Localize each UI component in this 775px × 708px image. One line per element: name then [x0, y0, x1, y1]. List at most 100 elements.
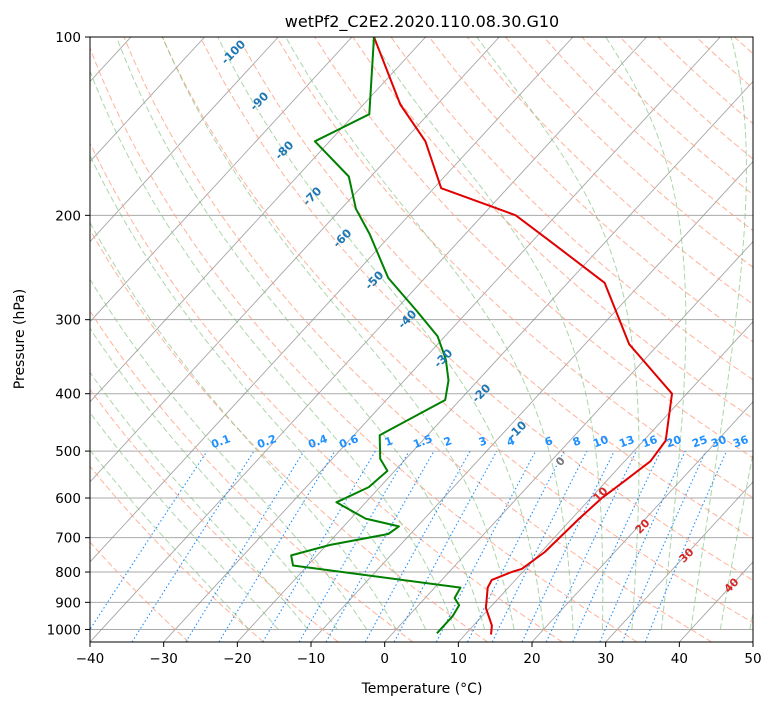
dry-adiabat-line — [581, 37, 753, 196]
mixing-ratio-label: 36 — [731, 433, 750, 451]
isotherm-line — [458, 321, 753, 642]
dry-adiabat-label: -100 — [218, 37, 248, 67]
moist-adiabat-line — [90, 449, 250, 630]
y-tick-label: 600 — [55, 491, 81, 507]
mixing-ratio-line — [218, 450, 336, 642]
mixing-ratio-line — [131, 450, 255, 642]
y-tick-label: 1000 — [47, 622, 81, 638]
dry-adiabat-line — [90, 228, 488, 642]
y-tick-label: 500 — [55, 444, 81, 460]
mixing-ratio-line — [325, 450, 435, 642]
mixing-ratio-label: 13 — [617, 433, 636, 450]
y-tick-label: 400 — [55, 387, 81, 403]
dry-adiabat-line — [237, 37, 753, 540]
mixing-ratio-label: 16 — [640, 433, 659, 451]
mixing-ratio-line — [621, 450, 707, 642]
moist-adiabat-line — [90, 278, 368, 630]
isotherm-line — [163, 37, 721, 642]
mixing-ratio-line — [90, 450, 208, 631]
dry-adiabat-line — [543, 37, 753, 232]
y-tick-label: 700 — [55, 531, 81, 547]
mixing-ratio-label: 20 — [664, 433, 683, 451]
mixing-ratio-label: 0.4 — [306, 432, 329, 451]
moist-adiabat-line — [90, 411, 279, 630]
mixing-ratio-line — [298, 450, 410, 642]
dry-adiabat-line — [161, 37, 753, 624]
mixing-ratio-label: 0.6 — [337, 432, 360, 451]
isotherm-line — [384, 240, 753, 642]
y-axis: 100 200 300 400 500 600 700 800 900 1000 — [47, 30, 90, 638]
mixing-ratio-label: 2 — [442, 434, 454, 449]
moist-adiabat-label: 20 — [633, 516, 653, 536]
y-tick-label: 800 — [55, 565, 81, 581]
isotherm-line — [90, 37, 426, 403]
temperature-line — [373, 37, 673, 635]
moist-adiabat-label: 10 — [591, 484, 611, 504]
moist-adiabat-line — [162, 37, 515, 630]
isotherm-line — [752, 641, 753, 642]
isotherm-line — [90, 37, 353, 323]
dry-adiabat-line — [276, 37, 753, 499]
x-tick-label: 20 — [523, 651, 540, 667]
dry-adiabat-label: -70 — [300, 184, 325, 209]
moist-adiabat-line — [217, 37, 544, 630]
mixing-ratio-label: 3 — [477, 434, 489, 449]
mixing-ratio-line — [393, 450, 498, 642]
moist-adiabat-line — [719, 451, 753, 630]
dry-adiabat-line — [90, 465, 264, 642]
y-axis-label: Pressure (hPa) — [12, 289, 28, 389]
isotherm-line — [90, 37, 205, 163]
mixing-ratio-label: 1 — [383, 434, 395, 449]
moist-adiabat-line — [90, 371, 309, 630]
x-tick-label: 0 — [380, 651, 389, 667]
mixing-ratio-label: 30 — [709, 433, 728, 451]
dry-adiabat-line — [90, 388, 339, 642]
mixing-ratio-line — [467, 450, 565, 642]
dry-adiabat-line — [90, 142, 563, 642]
plot-frame — [89, 36, 754, 643]
moist-adiabat-line — [90, 154, 427, 630]
mixing-ratio-line — [521, 450, 615, 642]
x-tick-label: −30 — [149, 651, 178, 667]
mixing-ratio-label: 6 — [543, 434, 555, 449]
moist-adiabat-label: 30 — [677, 545, 697, 565]
y-tick-label: 200 — [55, 208, 81, 224]
dry-adiabat-line — [428, 37, 753, 343]
dry-adiabat-line — [90, 310, 414, 642]
isotherm-line — [90, 37, 500, 483]
isotherm-line — [310, 160, 753, 642]
mixing-ratio-label: 0.1 — [209, 432, 232, 451]
x-tick-label: −10 — [297, 651, 326, 667]
mixing-ratio-line — [185, 450, 305, 642]
dry-adiabat-line — [390, 37, 753, 381]
mixing-ratio-label: 1.5 — [411, 432, 434, 451]
y-tick-label: 100 — [55, 30, 81, 46]
dry-adiabat-label: -60 — [330, 226, 355, 251]
inline-labels: -100-90-80-70-60-50-40-30-20-100.1 0.2 0.4… — [209, 37, 750, 595]
dry-adiabat-line — [657, 37, 753, 125]
mixing-ratio-label: 4 — [505, 434, 517, 449]
mixing-ratio-label: 8 — [571, 434, 583, 449]
moist-adiabat-line — [285, 37, 574, 630]
dry-adiabat-line — [695, 37, 753, 90]
moist-adiabat-line — [369, 37, 604, 630]
x-axis-label: Temperature (°C) — [361, 681, 483, 697]
mixing-ratio-label: 25 — [690, 433, 709, 450]
mixing-ratio-label: 0.2 — [255, 432, 278, 451]
mixing-ratio-line — [572, 450, 662, 642]
moist-adiabat-line — [690, 37, 747, 630]
isotherm-line — [605, 481, 753, 642]
y-tick-label: 900 — [55, 595, 81, 611]
isotherm-line — [90, 37, 574, 563]
dry-adiabat-line — [314, 37, 753, 459]
x-axis: −40 −30 −20 −10 0 10 20 30 40 50 — [76, 642, 762, 667]
dry-adiabat-label: -90 — [247, 89, 272, 114]
mixing-ratio-line — [491, 450, 588, 642]
dry-adiabat-line — [90, 46, 638, 642]
x-tick-label: 50 — [744, 651, 761, 667]
mixing-ratio-line — [364, 450, 471, 642]
isotherm-line — [0, 37, 57, 642]
dry-adiabat-label: -50 — [362, 268, 387, 293]
x-tick-label: 40 — [671, 651, 688, 667]
